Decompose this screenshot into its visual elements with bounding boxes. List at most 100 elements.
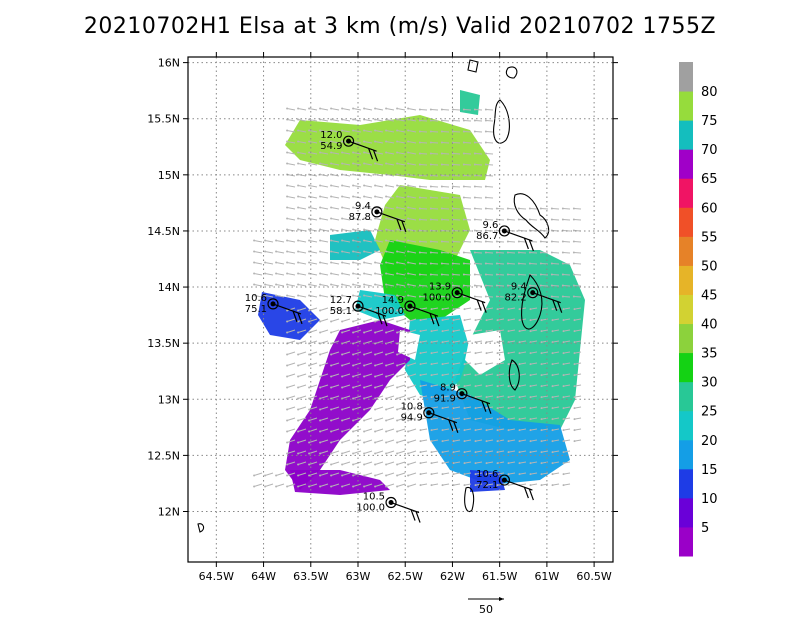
x-tick-label: 63W — [346, 570, 371, 583]
colorbar-label: 70 — [701, 143, 718, 158]
colorbar-label: 75 — [701, 114, 718, 129]
lat-lon-grid — [188, 57, 613, 562]
colorbar-swatch — [679, 265, 693, 295]
colorbar-swatch — [679, 178, 693, 208]
colorbar-label: 40 — [701, 318, 718, 333]
x-tick-label: 64W — [251, 570, 276, 583]
station-0: 12.054.9 — [320, 130, 379, 162]
station-marker — [456, 388, 468, 400]
x-tick-label: 61W — [534, 570, 559, 583]
wind-barb — [357, 305, 387, 317]
colorbar-label: 15 — [701, 463, 718, 478]
y-tick-label: 12.5N — [147, 449, 180, 462]
y-tick-label: 12N — [158, 506, 180, 519]
wind-barb — [532, 292, 561, 304]
station-value-2: 100.0 — [423, 293, 452, 304]
y-tick-label: 15N — [158, 169, 180, 182]
y-tick-label: 14.5N — [147, 225, 180, 238]
wind-vectors — [253, 107, 582, 488]
station-2: 9.686.7 — [476, 220, 534, 252]
wind-barb — [456, 292, 486, 304]
wind-barb — [348, 140, 377, 152]
dropsonde-stations: 12.054.99.487.89.686.710.675.112.758.114… — [245, 130, 563, 523]
station-7: 9.482.2 — [504, 282, 563, 313]
station-value-2: 87.8 — [349, 212, 371, 223]
colorbar-swatch — [679, 207, 693, 237]
x-tick-label: 62.5W — [388, 570, 423, 583]
colorbar-label: 55 — [701, 230, 718, 245]
station-marker — [385, 496, 397, 509]
station-9: 10.894.9 — [401, 402, 459, 433]
y-tick-label: 15.5N — [147, 113, 180, 126]
colorbar-swatch — [679, 381, 693, 412]
station-value-2: 82.2 — [504, 293, 526, 304]
station-marker — [404, 300, 416, 312]
colorbar-swatch — [679, 62, 693, 92]
station-3: 10.675.1 — [245, 293, 303, 325]
plot-frame — [187, 56, 614, 563]
axis-ticks: 64.5W 64W 63.5W 63W 62.5W 62W 61.5W 61W 60.5W 16N… — [147, 52, 618, 583]
wind-barb — [504, 230, 533, 242]
colorbar-swatch — [679, 410, 693, 441]
station-marker — [423, 407, 435, 419]
station-marker — [498, 474, 510, 486]
station-value-2: 58.1 — [330, 306, 352, 317]
station-value-2: 75.1 — [245, 304, 267, 315]
station-value-2: 94.9 — [401, 413, 423, 424]
wind-barb — [409, 305, 439, 317]
y-tick-label: 13N — [158, 393, 180, 406]
station-marker — [498, 225, 510, 237]
wind-barb — [461, 393, 491, 405]
x-tick-label: 63.5W — [293, 570, 328, 583]
wind-barb — [272, 303, 302, 315]
colorbar-label: 35 — [701, 347, 718, 362]
colorbar-label: 10 — [701, 492, 718, 507]
colorbar-swatch — [679, 91, 693, 121]
colorbar-swatch — [679, 352, 693, 383]
y-tick-label: 14N — [158, 281, 180, 294]
station-value-1: 8.9 — [440, 383, 456, 394]
scale-arrow-label: 50 — [479, 603, 493, 616]
map-title: 20210702H1 Elsa at 3 km (m/s) Valid 2021… — [83, 14, 717, 39]
station-value-2: 72.1 — [476, 480, 498, 491]
station-value-1: 10.6 — [476, 469, 498, 480]
station-value-1: 12.7 — [330, 295, 352, 306]
station-10: 10.672.1 — [476, 469, 534, 501]
scale-arrow: 50 — [468, 597, 504, 616]
station-1: 9.487.8 — [349, 201, 407, 233]
wind-barb — [428, 412, 458, 424]
wind-barb — [376, 211, 406, 223]
station-value-1: 13.9 — [429, 282, 451, 293]
coastlines — [197, 59, 550, 533]
colorbar-swatch — [679, 439, 693, 470]
colorbar-swatch — [679, 323, 693, 354]
station-value-1: 10.8 — [401, 402, 423, 413]
colorbar-swatch — [679, 294, 693, 325]
station-value-1: 9.4 — [355, 201, 371, 212]
station-value-1: 12.0 — [320, 130, 342, 141]
colorbar-label: 30 — [701, 376, 718, 391]
station-marker — [371, 206, 383, 218]
colorbar-label: 25 — [701, 405, 718, 420]
y-tick-label: 16N — [158, 57, 180, 70]
station-value-1: 14.9 — [382, 295, 404, 306]
station-marker — [352, 300, 364, 312]
x-tick-label: 60.5W — [576, 570, 611, 583]
station-value-1: 9.4 — [511, 282, 527, 293]
colorbar-label: 5 — [701, 521, 709, 536]
station-value-2: 91.9 — [434, 394, 456, 405]
colorbar-swatch — [679, 497, 693, 528]
station-value-2: 100.0 — [375, 306, 404, 317]
station-value-1: 9.6 — [482, 220, 498, 231]
wind-barb — [504, 479, 533, 491]
station-value-1: 10.5 — [363, 492, 385, 503]
colorbar: 5 10 15 20 25 30 35 40 45 50 55 60 65 70 75 80 — [679, 62, 718, 557]
colorbar-label: 65 — [701, 172, 718, 187]
colorbar-label: 80 — [701, 85, 718, 100]
station-marker — [451, 287, 463, 299]
x-tick-label: 62W — [440, 570, 465, 583]
